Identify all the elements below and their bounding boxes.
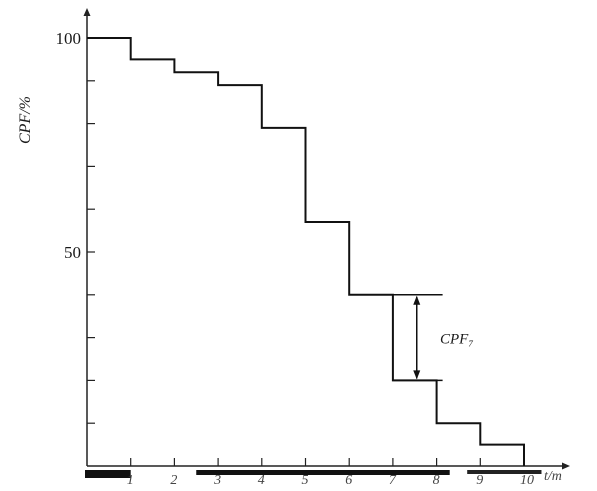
x-tick-label-2: 2: [170, 473, 177, 488]
x-tick-label-3: 3: [213, 473, 221, 488]
x-axis-scale-bar-segment: [467, 470, 542, 474]
x-tick-label-5: 5: [302, 473, 309, 488]
annotation-arrowhead-up: [413, 295, 421, 305]
x-tick-label-6: 6: [345, 473, 352, 488]
annotation-arrowhead-down: [413, 370, 421, 380]
y-tick-label-100: 100: [56, 29, 82, 48]
y-axis-arrow: [83, 8, 91, 16]
y-tick-label-50: 50: [64, 243, 81, 262]
x-axis-arrow: [562, 462, 570, 470]
step-line: [87, 37, 525, 466]
x-tick-label-9: 9: [476, 473, 483, 488]
cpf7-annotation-label: CPF₇: [440, 332, 474, 348]
x-tick-label-8: 8: [433, 473, 440, 488]
x-axis-scale-bar-segment: [196, 470, 450, 475]
x-tick-label-4: 4: [258, 473, 265, 488]
x-axis-title: t/m: [544, 469, 562, 484]
plot-area: [87, 37, 525, 466]
x-tick-label-10: 10: [520, 473, 534, 488]
y-axis-title: CPF/%: [17, 96, 34, 144]
x-axis-scale-bar-segment: [85, 470, 131, 478]
axes: 100 50 1 2 3 4 5 6 7 8 9 10: [56, 8, 570, 488]
x-tick-label-1: 1: [127, 473, 134, 488]
x-tick-label-7: 7: [389, 473, 397, 488]
